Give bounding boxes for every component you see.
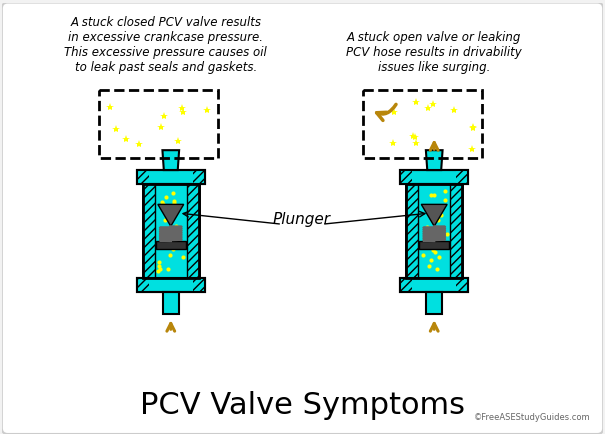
Bar [137, 279, 204, 293]
Bar [137, 170, 204, 184]
Bar [155, 184, 187, 279]
Polygon shape [158, 204, 184, 226]
Text: A stuck closed PCV valve results
in excessive crankcase pressure.
This excessive: A stuck closed PCV valve results in exce… [65, 16, 267, 74]
Bar [156, 241, 186, 249]
Bar [407, 184, 462, 279]
FancyBboxPatch shape [2, 3, 603, 434]
Polygon shape [426, 150, 443, 170]
Polygon shape [162, 150, 179, 170]
Bar [419, 241, 449, 249]
Text: A stuck open valve or leaking
PCV hose results in drivability
issues like surgin: A stuck open valve or leaking PCV hose r… [346, 31, 522, 74]
Bar [418, 184, 450, 279]
Bar [401, 279, 413, 293]
Bar [143, 184, 198, 279]
Text: Plunger: Plunger [273, 212, 331, 227]
Bar [401, 170, 468, 184]
Bar [456, 170, 468, 184]
Bar [407, 184, 418, 279]
Bar [143, 184, 198, 279]
Bar [187, 184, 198, 279]
Bar [192, 170, 204, 184]
Bar [401, 170, 468, 184]
Bar [362, 90, 482, 158]
Bar [401, 170, 413, 184]
Bar [137, 279, 204, 293]
Bar [456, 279, 468, 293]
Text: ©FreeASEStudyGuides.com: ©FreeASEStudyGuides.com [474, 413, 590, 422]
Text: PCV Valve Symptoms: PCV Valve Symptoms [140, 391, 465, 420]
Bar [450, 184, 462, 279]
Bar [401, 279, 468, 293]
Bar [137, 170, 149, 184]
Bar [163, 293, 178, 314]
Bar [192, 279, 204, 293]
Polygon shape [421, 204, 447, 226]
Bar [99, 90, 218, 158]
Bar [401, 279, 468, 293]
Bar [137, 170, 204, 184]
Bar [137, 279, 149, 293]
Bar [427, 293, 442, 314]
Bar [407, 184, 462, 279]
Bar [143, 184, 155, 279]
